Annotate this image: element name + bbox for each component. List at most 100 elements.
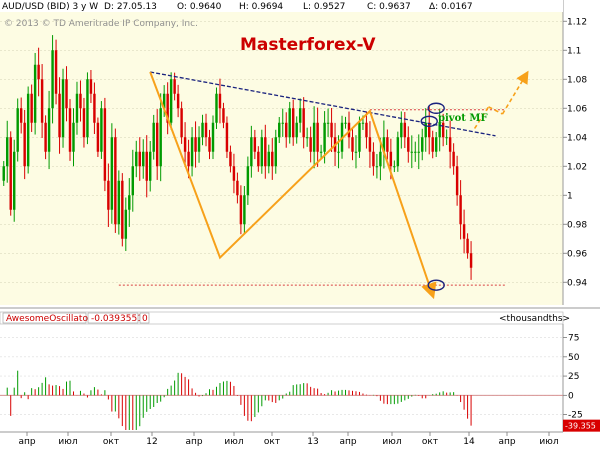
candle-body xyxy=(365,122,368,138)
osc-extra-box xyxy=(139,312,150,324)
price-tick-label: 1.12 xyxy=(567,17,587,27)
candle-body xyxy=(414,151,417,153)
candle-body xyxy=(51,50,54,109)
main-grid xyxy=(0,20,563,283)
candle-body xyxy=(211,122,215,152)
candle-body xyxy=(12,151,16,210)
candle-body xyxy=(410,151,414,153)
header-open: O: 0.9640 xyxy=(177,2,222,12)
candle-body xyxy=(75,93,79,123)
candle-body xyxy=(347,122,351,138)
x-tick-label: июл xyxy=(58,437,77,447)
candle-body xyxy=(389,151,393,167)
candle-body xyxy=(281,122,284,124)
price-tick-label: 1.06 xyxy=(567,104,587,114)
candle-body xyxy=(312,122,316,152)
candle-body xyxy=(382,137,386,152)
candle-body xyxy=(121,180,124,239)
pivot-label: pivot MF xyxy=(438,113,488,124)
candle-body xyxy=(201,122,204,138)
candle-body xyxy=(421,137,424,152)
price-tick-label: 0.96 xyxy=(567,249,587,259)
main-plot-background xyxy=(0,0,563,305)
candle-body xyxy=(148,151,152,181)
candle-body xyxy=(236,180,239,196)
osc-name-box[interactable] xyxy=(2,312,87,324)
header-symbol[interactable]: AUD/USD (BID) 3 y W xyxy=(2,2,98,12)
candle-body xyxy=(204,122,208,138)
price-tick-label: 0.94 xyxy=(567,278,587,288)
candle-body xyxy=(361,122,365,124)
candle-body xyxy=(159,108,162,167)
candle-body xyxy=(403,122,407,138)
overlays-group xyxy=(118,70,529,300)
candle-body xyxy=(19,108,23,123)
candle-body xyxy=(372,151,375,167)
pattern-line xyxy=(473,106,490,129)
candle-body xyxy=(278,122,281,138)
x-tick-label: апр xyxy=(18,437,35,447)
candle-body xyxy=(264,137,267,167)
candle-body xyxy=(309,137,312,152)
x-tick-label: 13 xyxy=(307,437,318,447)
candle-body xyxy=(190,137,194,167)
candle-body xyxy=(393,166,396,168)
candle-body xyxy=(452,151,455,167)
candle-body xyxy=(169,79,173,123)
candle-body xyxy=(417,151,420,153)
candle-body xyxy=(396,137,400,167)
candle-body xyxy=(9,137,12,210)
osc-bars-group xyxy=(6,370,472,430)
candle-body xyxy=(215,93,218,123)
candle-body xyxy=(155,122,159,167)
candle-body xyxy=(375,166,379,168)
candle-body xyxy=(79,93,82,109)
candle-body xyxy=(469,253,473,268)
osc-last-value-text: -39.355 xyxy=(565,422,596,431)
price-tick-label: 0.98 xyxy=(567,220,587,230)
candle-body xyxy=(358,122,361,152)
candle-body xyxy=(107,180,110,210)
price-tick-label: 1.08 xyxy=(567,75,587,85)
osc-extra: 0 xyxy=(142,314,148,324)
main-y-axis: 0.94 0.96 0.98 1 1.02 1.04 1.06 1.08 1.1 1.12 xyxy=(563,17,587,288)
x-tick-label: апр xyxy=(185,437,202,447)
x-tick-label: июл xyxy=(539,437,558,447)
candle-body xyxy=(16,108,19,152)
candle-body xyxy=(239,195,243,225)
candle-body xyxy=(197,137,201,152)
candle-body xyxy=(434,137,438,152)
candle-body xyxy=(180,108,183,138)
osc-value: -0.0393551 xyxy=(91,314,143,324)
candle-body xyxy=(128,195,131,210)
candle-body xyxy=(379,151,382,167)
candle-body xyxy=(368,137,372,152)
header-bar xyxy=(0,0,563,12)
osc-grid xyxy=(0,337,563,415)
price-tick-label: 1.02 xyxy=(567,162,587,172)
x-tick-label: июл xyxy=(224,437,243,447)
osc-name[interactable]: AwesomeOscillator xyxy=(6,314,92,324)
candle-body xyxy=(152,122,155,152)
candle-body xyxy=(194,137,197,152)
candle-body xyxy=(26,93,30,167)
candle-body xyxy=(44,122,47,152)
candle-body xyxy=(82,108,86,138)
candle-body xyxy=(466,238,469,254)
candle-body xyxy=(326,122,330,124)
x-axis: апр июл окт 12 апр июл окт 13 апр июл окт 14 апр июл xyxy=(18,432,559,447)
pattern-line xyxy=(488,106,503,115)
candle-body xyxy=(54,50,58,94)
osc-tick-label: 0 xyxy=(568,391,574,401)
candle-body xyxy=(424,122,427,138)
candle-body xyxy=(2,166,5,181)
candle-body xyxy=(142,151,145,167)
candle-body xyxy=(441,122,445,138)
candle-body xyxy=(65,79,68,109)
x-tick-label: окт xyxy=(264,437,280,447)
price-tick-label: 1 xyxy=(567,191,573,201)
candle-body xyxy=(344,122,347,124)
price-tick-label: 1.04 xyxy=(567,133,587,143)
x-tick-label: 12 xyxy=(146,437,157,447)
candle-body xyxy=(407,137,410,152)
